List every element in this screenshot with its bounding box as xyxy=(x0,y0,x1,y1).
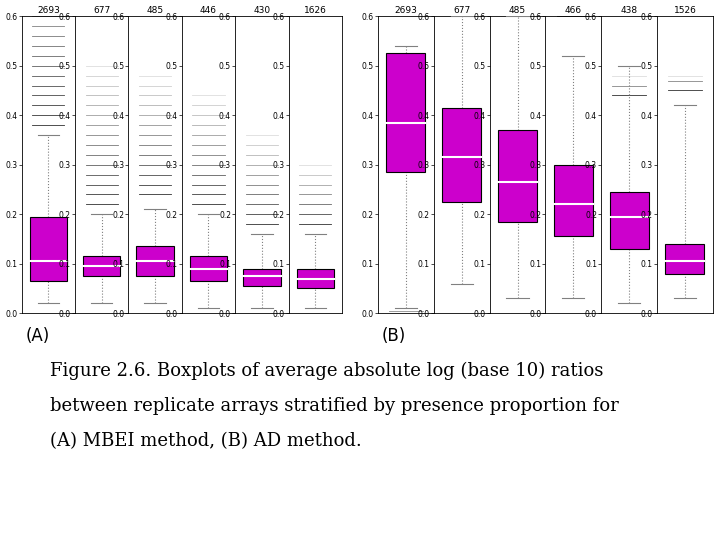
Bar xyxy=(498,130,537,221)
Text: (A) MBEI method, (B) AD method.: (A) MBEI method, (B) AD method. xyxy=(50,432,362,450)
Title: 2693: 2693 xyxy=(37,6,60,16)
Title: 466: 466 xyxy=(564,6,582,16)
Text: (B): (B) xyxy=(382,327,406,345)
Bar xyxy=(136,246,174,276)
Bar xyxy=(83,256,120,276)
Bar xyxy=(665,244,704,274)
Bar xyxy=(243,269,281,286)
Title: 438: 438 xyxy=(621,6,638,16)
Bar xyxy=(442,108,481,202)
Title: 2693: 2693 xyxy=(395,6,418,16)
Title: 677: 677 xyxy=(93,6,110,16)
Bar xyxy=(297,269,334,288)
Title: 430: 430 xyxy=(253,6,271,16)
Title: 1526: 1526 xyxy=(673,6,696,16)
Bar xyxy=(554,165,593,237)
Bar xyxy=(610,192,649,249)
Text: Figure 2.6. Boxplots of average absolute log (base 10) ratios: Figure 2.6. Boxplots of average absolute… xyxy=(50,362,604,380)
Bar xyxy=(190,256,228,281)
Title: 446: 446 xyxy=(200,6,217,16)
Title: 485: 485 xyxy=(147,6,163,16)
Title: 677: 677 xyxy=(453,6,470,16)
Text: (A): (A) xyxy=(25,327,50,345)
Text: between replicate arrays stratified by presence proportion for: between replicate arrays stratified by p… xyxy=(50,397,619,415)
Title: 1626: 1626 xyxy=(304,6,327,16)
Title: 485: 485 xyxy=(509,6,526,16)
Bar xyxy=(387,53,426,172)
Bar xyxy=(30,217,67,281)
